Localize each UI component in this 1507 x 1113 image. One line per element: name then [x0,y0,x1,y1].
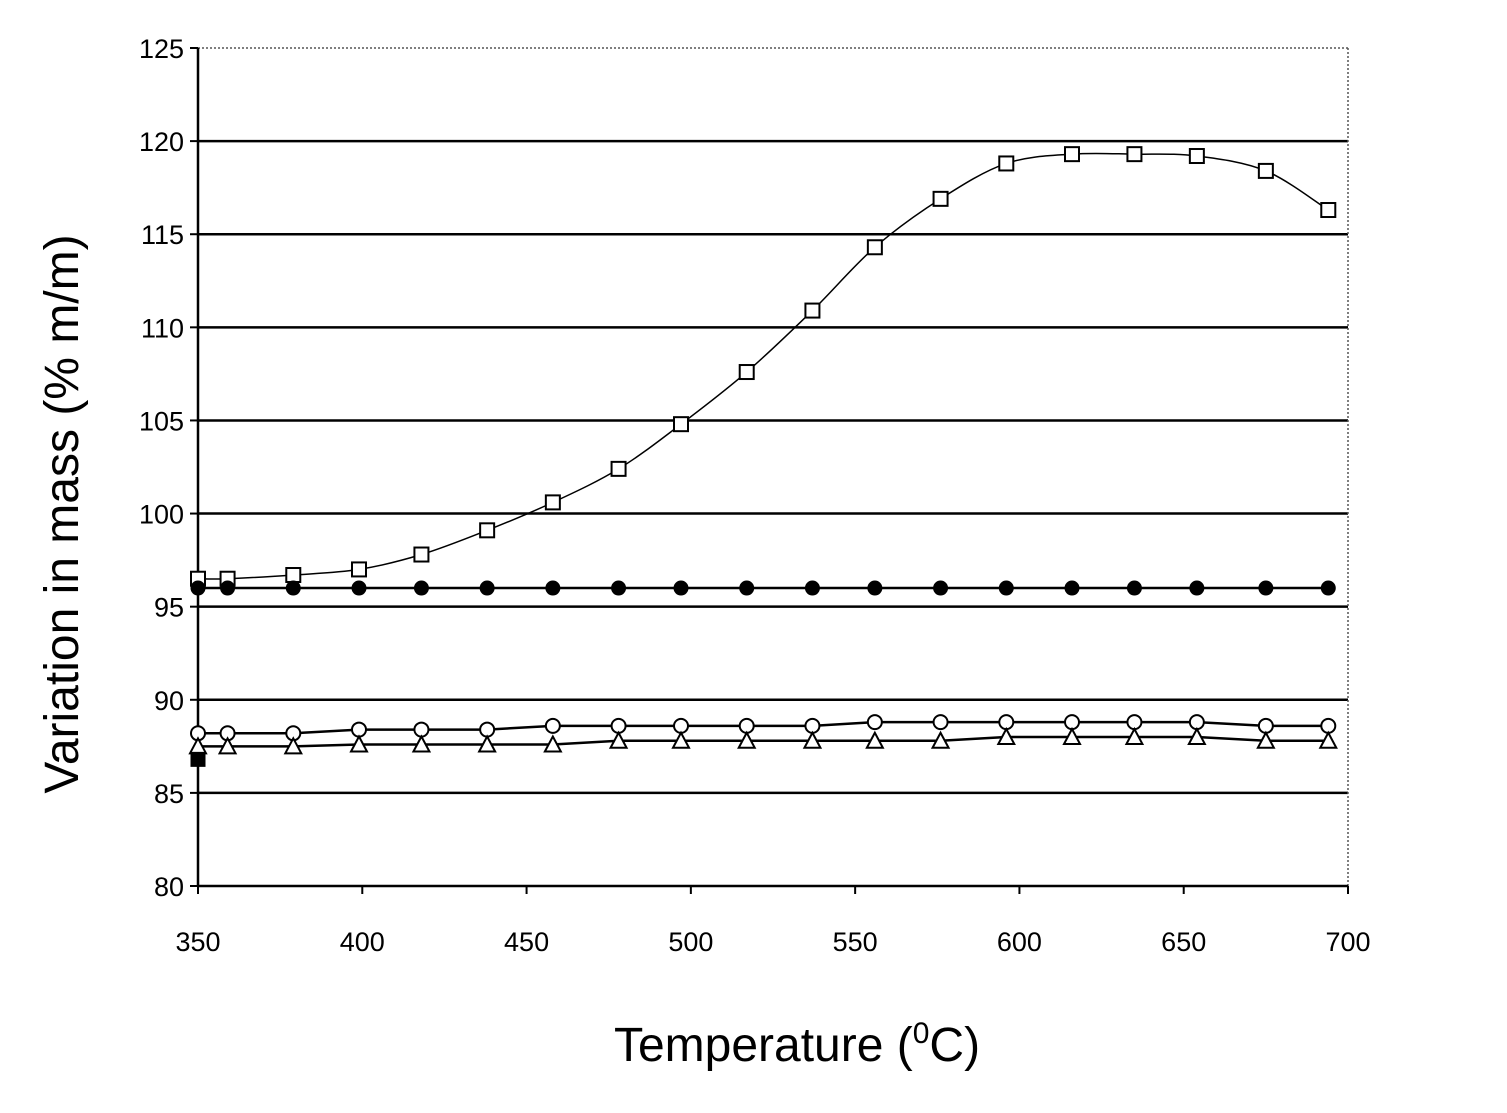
series-0-line [198,153,1328,579]
series-1-point-14 [1065,581,1079,595]
series-1-point-3 [352,581,366,595]
x-axis-title-main: Temperature ( [614,1019,913,1072]
x-tick-label-400: 400 [340,927,385,957]
series-2-point-11 [868,715,882,729]
x-axis-title: Temperature (0C) [614,1017,980,1072]
series-0-point-17 [1259,164,1273,178]
series-0-point-15 [1127,147,1141,161]
series-3-line [198,737,1328,746]
series-1-point-0 [191,581,205,595]
series-1-point-1 [221,581,235,595]
series-0-point-5 [480,523,494,537]
plot-frame [198,48,1348,886]
annotation-marker-0 [191,752,205,766]
x-axis-title-superscript: 0 [913,1017,930,1050]
x-tick-label-600: 600 [997,927,1042,957]
series-2-line [198,722,1328,733]
y-tick-label-100: 100 [139,500,184,530]
series-0-point-13 [999,156,1013,170]
series-1-point-4 [414,581,428,595]
series-0 [191,147,1335,586]
x-tick-label-350: 350 [175,927,220,957]
x-tick-label-700: 700 [1325,927,1370,957]
y-tick-label-115: 115 [141,220,184,250]
series-0-point-8 [674,417,688,431]
series-layer [190,147,1336,766]
y-tick-label-110: 110 [141,313,184,343]
series-0-point-12 [934,192,948,206]
series-1-point-6 [546,581,560,595]
series-0-point-4 [414,548,428,562]
x-axis-title-end: C) [929,1019,980,1072]
series-1-point-17 [1259,581,1273,595]
y-tick-label-80: 80 [154,872,184,902]
series-1-point-10 [805,581,819,595]
series-0-point-16 [1190,149,1204,163]
series-1-point-15 [1127,581,1141,595]
series-1-point-5 [480,581,494,595]
y-axis-title: Variation in mass (% m/m) [36,234,89,793]
series-2-point-12 [934,715,948,729]
series-1-point-7 [612,581,626,595]
y-tick-label-125: 125 [139,34,184,64]
series-0-point-2 [286,568,300,582]
tick-labels: 80 85 90 95 100 105 110 115 120 125 350 400 450 500 55… [139,34,1371,957]
x-tick-label-450: 450 [504,927,549,957]
x-tick-label-500: 500 [668,927,713,957]
y-tick-label-105: 105 [139,406,184,436]
series-2-point-6 [546,719,560,733]
series-0-point-3 [352,562,366,576]
series-0-point-6 [546,495,560,509]
series-1-point-18 [1321,581,1335,595]
x-tick-label-550: 550 [833,927,878,957]
series-0-point-18 [1321,203,1335,217]
y-tick-label-85: 85 [154,779,184,809]
series-0-point-14 [1065,147,1079,161]
series-0-point-10 [805,304,819,318]
series-0-point-11 [868,240,882,254]
y-tick-label-120: 120 [139,127,184,157]
series-1-point-11 [868,581,882,595]
grid-lines [198,141,1348,793]
series-0-point-7 [612,462,626,476]
series-0-point-9 [740,365,754,379]
series-1-point-9 [740,581,754,595]
series-1-point-2 [286,581,300,595]
series-1-point-16 [1190,581,1204,595]
y-tick-label-90: 90 [154,686,184,716]
series-1-point-8 [674,581,688,595]
y-tick-label-95: 95 [154,593,184,623]
series-1-point-12 [934,581,948,595]
series-1-point-13 [999,581,1013,595]
x-tick-label-650: 650 [1161,927,1206,957]
series-1 [191,581,1335,595]
